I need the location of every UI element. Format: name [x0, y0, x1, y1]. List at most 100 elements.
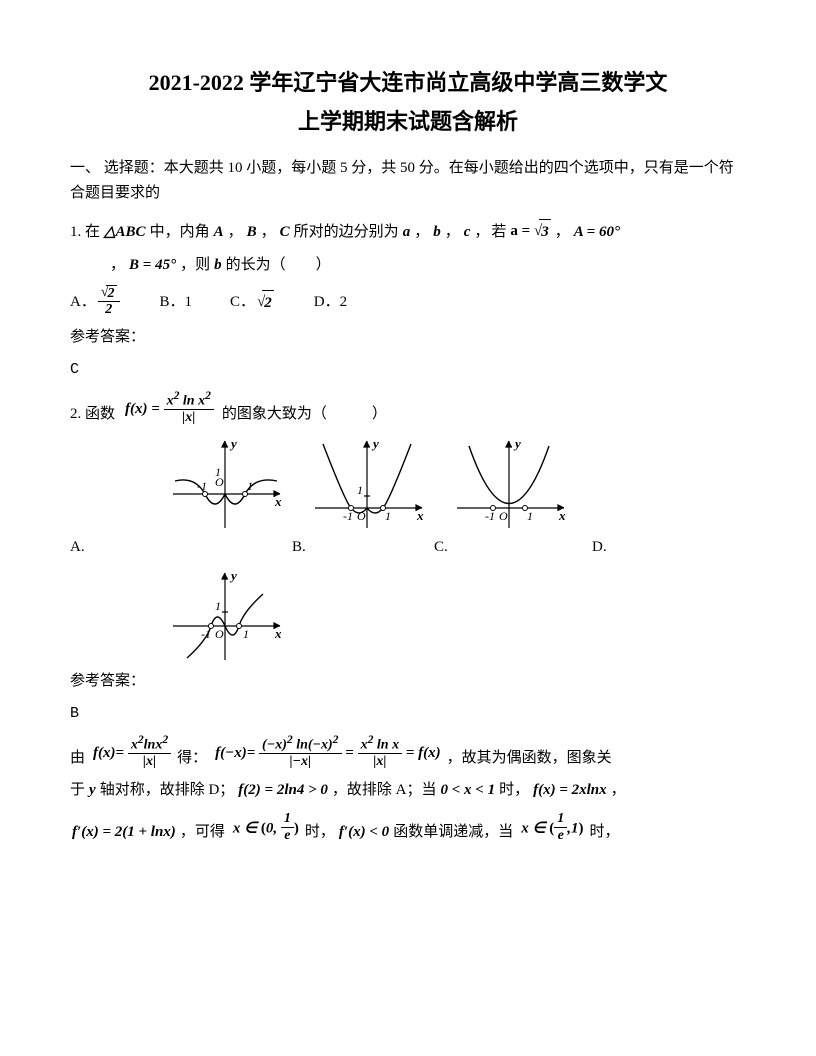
sol-text: 函数单调递减，当 [393, 820, 513, 846]
formula-interval2: x ∈ (1e,1) [519, 813, 585, 845]
q2-answer: B [70, 701, 746, 727]
formula-fx-2xlnx: f(x) = 2xlnx [531, 778, 609, 804]
question-1: 1. 在 △ABC 中，内角 A ， B ， C 所对的边分别为 a ， b ，… [70, 219, 746, 246]
graph-B: yx -11 O1 [307, 436, 427, 531]
graph-C: y x -1 1 O [449, 436, 569, 531]
opt-label: C． [230, 290, 255, 316]
q1-text: 若 [491, 220, 506, 246]
section-1-heading: 一、 选择题：本大题共 10 小题，每小题 5 分，共 50 分。在每小题给出的… [70, 156, 746, 207]
answer-label: 参考答案： [70, 669, 746, 695]
graph-A-svg: yx -11 O1 [165, 436, 285, 531]
q1-option-A: A． 22 [70, 287, 122, 320]
title-line2: 上学期期末试题含解析 [70, 107, 746, 138]
svg-text:1: 1 [357, 483, 363, 497]
q1-text: 1. 在 [70, 220, 100, 246]
graph-D-svg: yx -11 O1 [165, 568, 285, 663]
sol-text: 时， [499, 778, 529, 804]
q1-option-B: B．1 [160, 290, 193, 316]
graph-B-svg: yx -11 O1 [307, 436, 427, 531]
formula-interval1: x ∈ (0, 1e) [231, 813, 301, 845]
solution-line3: f′(x) = 2(1 + lnx) ，可得 x ∈ (0, 1e) 时， f′… [70, 813, 746, 845]
question-1-line2: ， B = 45° ，则 b 的长为（ ） [70, 253, 746, 279]
q1-options: A． 22 B．1 C． 2 D．2 [70, 287, 746, 320]
solution-line2: 于 y 轴对称，故排除 D； f(2) = 2ln4 > 0 ，故排除 A；当 … [70, 778, 746, 804]
q2-graphs-row: yx -11 O1 yx -11 O1 yx -11 O [165, 436, 746, 531]
comma: ， [555, 220, 570, 246]
graph-C-svg: y x -1 1 O [449, 436, 569, 531]
svg-text:O: O [215, 627, 224, 641]
eq-a-sqrt3: a = 3 [508, 219, 552, 246]
var-a: a [401, 220, 413, 246]
answer-label: 参考答案： [70, 325, 746, 351]
sol-text: 于 [70, 778, 85, 804]
opt-label: A． [70, 290, 96, 316]
q1-option-D: D．2 [314, 290, 347, 316]
q1-option-C: C． 2 [230, 290, 276, 317]
svg-text:x: x [416, 508, 424, 523]
svg-text:1: 1 [527, 509, 533, 523]
comma: ， [228, 220, 243, 246]
svg-text:-1: -1 [343, 509, 353, 523]
q1-text: 所对的边分别为 [294, 220, 399, 246]
sol-text: ，故其为偶函数，图象关 [447, 746, 612, 772]
var-B: B [245, 220, 259, 246]
q1-text: 中，内角 [150, 220, 210, 246]
sol-text: 时， [305, 820, 335, 846]
formula-f: f(x)= x2lnx2|x| [91, 736, 173, 771]
sol-text: 得： [177, 746, 207, 772]
sol-text: ， [611, 778, 626, 804]
formula-fprime-neg: f′(x) < 0 [337, 820, 391, 846]
sol-text: ，故排除 A；当 [332, 778, 437, 804]
q1-answer: C [70, 357, 746, 383]
formula-fprime: f′(x) = 2(1 + lnx) [70, 820, 178, 846]
q2-optB-label: B. [292, 535, 434, 561]
var-b: b [431, 220, 443, 246]
title-line1: 2021-2022 学年辽宁省大连市尚立高级中学高三数学文 [70, 68, 746, 99]
svg-text:y: y [229, 568, 237, 583]
var-y: y [87, 778, 98, 804]
svg-text:1: 1 [385, 509, 391, 523]
sol-text: 由 [70, 746, 85, 772]
svg-text:1: 1 [215, 465, 221, 479]
comma: ， [414, 220, 429, 246]
var-C: C [278, 220, 292, 246]
graph-D: yx -11 O1 [165, 568, 746, 663]
sol-text: ，可得 [180, 820, 225, 846]
svg-text:1: 1 [243, 627, 249, 641]
svg-text:-1: -1 [485, 509, 495, 523]
comma: ， [474, 220, 489, 246]
q2-text: 2. 函数 [70, 402, 115, 428]
q1-text: ，则 [180, 253, 210, 279]
formula-f-neg: f(−x)= (−x)2 ln(−x)2|−x| = x2 ln x|x| = … [213, 736, 442, 771]
var-b: b [212, 253, 224, 279]
q2-graph-labels: A. B. C. D. [70, 535, 746, 561]
var-c: c [462, 220, 473, 246]
q2-optD-label: D. [592, 535, 607, 561]
svg-text:1: 1 [215, 599, 221, 613]
var-A: A [212, 220, 226, 246]
q2-optA-label: A. [70, 535, 292, 561]
sol-text: 轴对称，故排除 D； [100, 778, 235, 804]
eq-A-60: A = 60° [572, 220, 622, 246]
solution-line1: 由 f(x)= x2lnx2|x| 得： f(−x)= (−x)2 ln(−x)… [70, 736, 746, 771]
svg-text:y: y [513, 436, 521, 451]
formula-f2: f(2) = 2ln4 > 0 [236, 778, 330, 804]
eq-B-45: B = 45° [127, 253, 178, 279]
q1-text: 的长为（ ） [226, 253, 331, 279]
comma: ， [261, 220, 276, 246]
svg-text:O: O [499, 509, 508, 523]
svg-text:y: y [229, 436, 237, 451]
svg-text:x: x [274, 626, 282, 641]
q2-function: f(x) = x2 ln x2|x| [123, 392, 216, 427]
question-2: 2. 函数 f(x) = x2 ln x2|x| 的图象大致为（ ） [70, 392, 746, 427]
sol-text: 时， [590, 820, 620, 846]
comma: ， [110, 253, 125, 279]
comma: ， [445, 220, 460, 246]
triangle-ABC: △ABC [102, 220, 148, 246]
svg-text:x: x [558, 508, 566, 523]
q2-text: 的图象大致为（ ） [222, 402, 387, 428]
svg-text:y: y [371, 436, 379, 451]
formula-range: 0 < x < 1 [438, 778, 497, 804]
svg-text:x: x [274, 494, 282, 509]
graph-A: yx -11 O1 [165, 436, 285, 531]
